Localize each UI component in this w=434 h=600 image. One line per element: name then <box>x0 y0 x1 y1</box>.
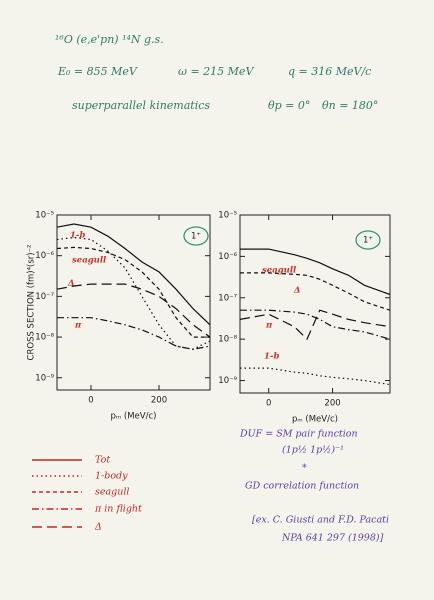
annotation: Δ <box>293 286 301 296</box>
annotation: 1⁺ <box>191 232 201 242</box>
series-line <box>56 283 211 338</box>
annotation: 1⁺ <box>363 236 373 246</box>
y-tick-label: 10⁻⁷ <box>35 292 54 302</box>
neutron-angle: θn = 180° <box>322 99 378 112</box>
x-tick-label: 0 <box>88 396 93 406</box>
legend-label: π in flight <box>94 504 142 515</box>
momentum-transfer: q = 316 MeV/c <box>288 65 371 78</box>
series-line <box>239 309 391 341</box>
annotation: seagull <box>262 266 297 276</box>
series-line <box>240 248 391 296</box>
y-tick-label: 10⁻⁶ <box>35 251 54 261</box>
energy-transfer: ω = 215 MeV <box>178 65 254 78</box>
legend-label: Δ <box>94 522 102 533</box>
note: DUF = SM pair function <box>239 429 358 440</box>
kinematics: superparallel kinematics <box>72 99 210 112</box>
y-tick-label: 10⁻⁶ <box>218 252 237 262</box>
reaction: ¹⁶O (e,e'pn) ¹⁴N g.s. <box>55 33 164 46</box>
plot-frame <box>56 214 211 391</box>
annotation-circle <box>355 230 381 250</box>
x-axis-label: pₘ (MeV/c) <box>292 415 338 425</box>
plot-frame <box>239 214 391 394</box>
y-tick-label: 10⁻⁹ <box>35 373 54 383</box>
y-tick-label: 10⁻⁵ <box>218 211 237 221</box>
series-line <box>240 272 391 311</box>
annotation: Δ <box>67 279 75 289</box>
y-tick-label: 10⁻⁸ <box>218 335 237 345</box>
series-line <box>56 246 210 338</box>
x-axis-label: pₘ (MeV/c) <box>111 412 157 422</box>
series-line <box>56 223 211 326</box>
legend-label: 1-body <box>95 471 128 482</box>
x-tick-label: 0 <box>266 399 271 409</box>
series-line <box>57 317 211 350</box>
annotation-circle <box>183 226 209 246</box>
annotation: π <box>74 321 82 331</box>
annotation: π <box>265 321 273 331</box>
y-tick-label: 10⁻⁷ <box>218 293 237 303</box>
annotation: seagull <box>72 256 107 266</box>
legend-label: seagull <box>95 487 129 498</box>
beam-energy: E₀ = 855 MeV <box>57 65 138 78</box>
x-tick-label: 200 <box>151 396 167 406</box>
y-axis-label: CROSS SECTION (fm)⁴(sr)⁻² <box>27 245 37 361</box>
series-line <box>240 309 391 340</box>
y-tick-label: 10⁻⁵ <box>35 211 54 221</box>
note: (1p½ 1p½)⁻¹ <box>282 445 344 456</box>
x-tick-label: 200 <box>324 399 340 409</box>
annotation: 1-b <box>70 231 85 241</box>
note: GD correlation function <box>245 481 359 492</box>
series-line <box>240 367 391 386</box>
annotation: 1-b <box>264 352 279 362</box>
y-tick-label: 10⁻⁸ <box>35 333 54 343</box>
note: [ex. C. Giusti and F.D. Pacati <box>252 515 389 526</box>
legend-label: Tot <box>95 455 110 466</box>
note: * <box>302 463 307 474</box>
proton-angle: θp = 0° <box>268 99 310 112</box>
note: NPA 641 297 (1998)] <box>281 533 384 544</box>
y-tick-label: 10⁻⁹ <box>218 376 237 386</box>
